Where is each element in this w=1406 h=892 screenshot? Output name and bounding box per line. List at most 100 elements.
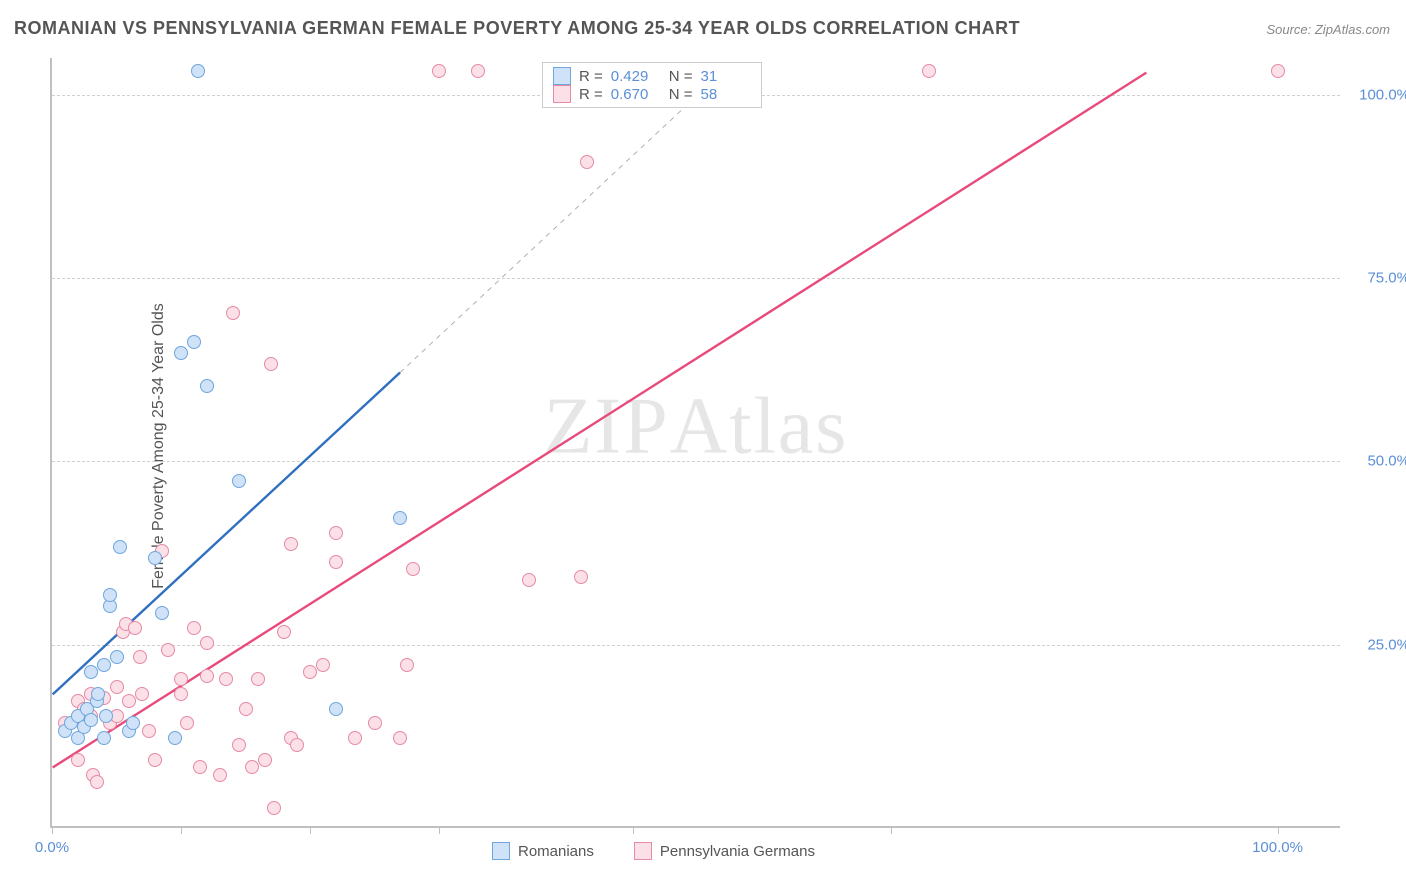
data-point xyxy=(91,687,105,701)
data-point xyxy=(168,731,182,745)
legend-item-pennsylvania-germans: Pennsylvania Germans xyxy=(634,842,815,860)
gridline-h xyxy=(52,278,1340,279)
watermark: ZIPAtlas xyxy=(544,381,849,472)
data-point xyxy=(329,526,343,540)
data-point xyxy=(471,64,485,78)
data-point xyxy=(522,573,536,587)
legend-bottom: Romanians Pennsylvania Germans xyxy=(492,842,815,860)
y-tick-label: 25.0% xyxy=(1367,636,1406,653)
stat-n-label-0: N = xyxy=(669,68,693,85)
data-point xyxy=(84,665,98,679)
watermark-zip: ZIP xyxy=(544,382,670,470)
data-point xyxy=(174,687,188,701)
data-point xyxy=(148,753,162,767)
data-point xyxy=(103,588,117,602)
data-point xyxy=(574,570,588,584)
data-point xyxy=(329,702,343,716)
data-point xyxy=(393,731,407,745)
data-point xyxy=(191,64,205,78)
chart-title: ROMANIAN VS PENNSYLVANIA GERMAN FEMALE P… xyxy=(14,18,1020,39)
x-tick-label: 0.0% xyxy=(35,839,69,856)
data-point xyxy=(258,753,272,767)
data-point xyxy=(193,760,207,774)
stat-n-val-1: 58 xyxy=(701,86,751,103)
data-point xyxy=(135,687,149,701)
x-tick xyxy=(181,826,182,834)
data-point xyxy=(113,540,127,554)
legend-item-romanians: Romanians xyxy=(492,842,594,860)
data-point xyxy=(580,155,594,169)
data-point xyxy=(213,768,227,782)
data-point xyxy=(316,658,330,672)
data-point xyxy=(239,702,253,716)
gridline-h xyxy=(52,461,1340,462)
data-point xyxy=(200,379,214,393)
data-point xyxy=(922,64,936,78)
data-point xyxy=(161,643,175,657)
data-point xyxy=(110,650,124,664)
watermark-atlas: Atlas xyxy=(670,382,849,470)
legend-stats-row-0: R = 0.429 N = 31 xyxy=(553,67,751,85)
stat-n-val-0: 31 xyxy=(701,68,751,85)
source-credit: Source: ZipAtlas.com xyxy=(1266,22,1390,37)
data-point xyxy=(71,753,85,767)
x-tick xyxy=(52,826,53,834)
legend-label-romanians: Romanians xyxy=(518,843,594,860)
data-point xyxy=(155,606,169,620)
data-point xyxy=(126,716,140,730)
x-tick xyxy=(439,826,440,834)
data-point xyxy=(267,801,281,815)
data-point xyxy=(174,346,188,360)
legend-swatch-pennsylvania-germans-icon xyxy=(634,842,652,860)
data-point xyxy=(99,709,113,723)
data-point xyxy=(110,680,124,694)
x-tick xyxy=(891,826,892,834)
swatch-pennsylvania-germans-icon xyxy=(553,85,571,103)
plot-area: ZIPAtlas 25.0%50.0%75.0%100.0% 0.0%100.0… xyxy=(50,58,1340,828)
data-point xyxy=(348,731,362,745)
x-tick-label: 100.0% xyxy=(1252,839,1303,856)
data-point xyxy=(393,511,407,525)
data-point xyxy=(219,672,233,686)
data-point xyxy=(142,724,156,738)
data-point xyxy=(245,760,259,774)
data-point xyxy=(180,716,194,730)
data-point xyxy=(97,731,111,745)
data-point xyxy=(97,658,111,672)
stat-r-val-1: 0.670 xyxy=(611,86,661,103)
data-point xyxy=(128,621,142,635)
data-point xyxy=(368,716,382,730)
swatch-romanians-icon xyxy=(553,67,571,85)
data-point xyxy=(84,713,98,727)
legend-swatch-romanians-icon xyxy=(492,842,510,860)
data-point xyxy=(226,306,240,320)
data-point xyxy=(200,636,214,650)
data-point xyxy=(290,738,304,752)
data-point xyxy=(174,672,188,686)
data-point xyxy=(303,665,317,679)
x-tick xyxy=(310,826,311,834)
legend-stats-row-1: R = 0.670 N = 58 xyxy=(553,85,751,103)
data-point xyxy=(400,658,414,672)
y-tick-label: 50.0% xyxy=(1367,453,1406,470)
data-point xyxy=(148,551,162,565)
data-point xyxy=(277,625,291,639)
data-point xyxy=(406,562,420,576)
data-point xyxy=(1271,64,1285,78)
x-tick xyxy=(633,826,634,834)
y-tick-label: 100.0% xyxy=(1359,86,1406,103)
gridline-h xyxy=(52,645,1340,646)
legend-stats-box: R = 0.429 N = 31 R = 0.670 N = 58 xyxy=(542,62,762,108)
y-tick-label: 75.0% xyxy=(1367,270,1406,287)
data-point xyxy=(264,357,278,371)
data-point xyxy=(133,650,147,664)
stat-r-label-0: R = xyxy=(579,68,603,85)
data-point xyxy=(329,555,343,569)
data-point xyxy=(432,64,446,78)
data-point xyxy=(187,335,201,349)
data-point xyxy=(232,474,246,488)
stat-r-val-0: 0.429 xyxy=(611,68,661,85)
data-point xyxy=(251,672,265,686)
x-tick xyxy=(1278,826,1279,834)
stat-n-label-1: N = xyxy=(669,86,693,103)
